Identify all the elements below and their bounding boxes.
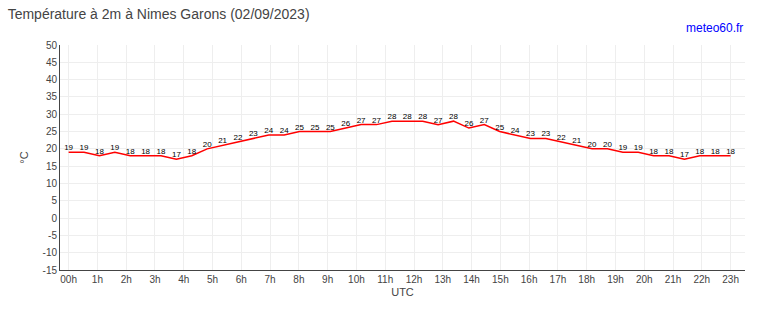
svg-text:27: 27 [372,116,381,125]
svg-text:26: 26 [341,119,350,128]
svg-text:21h: 21h [665,274,682,285]
svg-text:15h: 15h [492,274,509,285]
svg-text:8h: 8h [293,274,304,285]
svg-text:19: 19 [64,143,73,152]
svg-text:-10: -10 [43,247,58,258]
svg-text:10: 10 [46,178,58,189]
svg-text:21: 21 [572,136,581,145]
svg-text:28: 28 [403,112,412,121]
svg-text:4h: 4h [178,274,189,285]
svg-text:20: 20 [588,140,597,149]
svg-text:28: 28 [418,112,427,121]
svg-text:18: 18 [95,147,104,156]
svg-text:23: 23 [526,129,535,138]
svg-text:19: 19 [618,143,627,152]
svg-text:28: 28 [449,112,458,121]
svg-text:18: 18 [187,147,196,156]
svg-text:19h: 19h [607,274,624,285]
svg-text:40: 40 [46,74,58,85]
svg-text:27: 27 [434,116,443,125]
svg-text:18: 18 [157,147,166,156]
svg-text:25: 25 [310,123,319,132]
svg-text:-15: -15 [43,265,58,276]
svg-text:18: 18 [141,147,150,156]
svg-text:20: 20 [203,140,212,149]
svg-text:19: 19 [80,143,89,152]
svg-text:28: 28 [387,112,396,121]
svg-text:22: 22 [234,133,243,142]
svg-text:27: 27 [480,116,489,125]
svg-text:24: 24 [264,126,273,135]
svg-text:18: 18 [695,147,704,156]
svg-text:21: 21 [218,136,227,145]
svg-text:UTC: UTC [391,286,414,298]
svg-text:24: 24 [280,126,289,135]
svg-text:°C: °C [18,151,30,163]
svg-text:22h: 22h [693,274,710,285]
svg-text:18: 18 [665,147,674,156]
svg-text:25: 25 [46,126,58,137]
svg-text:5h: 5h [207,274,218,285]
svg-text:9h: 9h [322,274,333,285]
svg-text:13h: 13h [434,274,451,285]
svg-text:17: 17 [680,150,689,159]
svg-text:15: 15 [46,161,58,172]
svg-text:17: 17 [172,150,181,159]
svg-text:Température à 2m à Nimes Garon: Température à 2m à Nimes Garons (02/09/2… [8,6,310,22]
svg-text:24: 24 [511,126,520,135]
svg-text:11h: 11h [377,274,393,285]
svg-text:2h: 2h [121,274,132,285]
svg-text:17h: 17h [550,274,567,285]
svg-text:12h: 12h [406,274,423,285]
svg-text:0: 0 [51,213,57,224]
svg-text:meteo60.fr: meteo60.fr [686,21,743,35]
svg-text:18: 18 [649,147,658,156]
svg-text:18: 18 [726,147,735,156]
svg-text:45: 45 [46,57,58,68]
svg-text:1h: 1h [92,274,103,285]
svg-text:16h: 16h [521,274,538,285]
svg-text:50: 50 [46,40,58,51]
svg-text:20h: 20h [636,274,653,285]
svg-text:30: 30 [46,109,58,120]
svg-text:20: 20 [603,140,612,149]
svg-text:7h: 7h [265,274,276,285]
svg-text:18: 18 [711,147,720,156]
svg-text:19: 19 [634,143,643,152]
svg-text:25: 25 [295,123,304,132]
svg-text:26: 26 [464,119,473,128]
svg-text:27: 27 [357,116,366,125]
svg-text:25: 25 [495,123,504,132]
svg-text:5: 5 [51,195,57,206]
svg-text:20: 20 [46,143,58,154]
svg-text:18: 18 [126,147,135,156]
svg-text:19: 19 [110,143,119,152]
svg-text:23: 23 [249,129,258,138]
svg-text:23h: 23h [722,274,739,285]
svg-text:10h: 10h [348,274,365,285]
svg-text:00h: 00h [60,274,77,285]
svg-text:22: 22 [557,133,566,142]
svg-text:3h: 3h [149,274,160,285]
svg-text:23: 23 [541,129,550,138]
svg-text:-5: -5 [48,230,57,241]
svg-text:14h: 14h [463,274,480,285]
svg-text:35: 35 [46,91,58,102]
svg-text:25: 25 [326,123,335,132]
svg-text:18h: 18h [578,274,595,285]
svg-text:6h: 6h [236,274,247,285]
